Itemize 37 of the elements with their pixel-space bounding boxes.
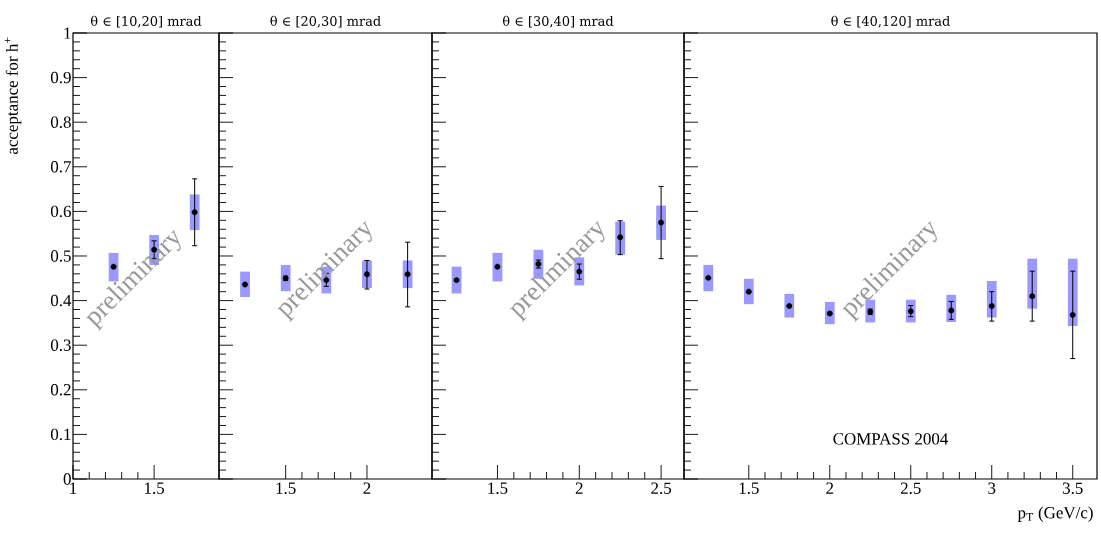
point [191, 209, 198, 216]
y-tick-label: 0.8 [50, 116, 71, 128]
y-tick-label: 0.7 [50, 161, 71, 173]
point [617, 234, 624, 241]
point [1029, 293, 1036, 300]
x-tick-label: 3.5 [1062, 482, 1083, 494]
x-tick-label: 2 [575, 482, 583, 494]
point [404, 271, 411, 278]
chart-title: θ ∈ [10,20] mrad [90, 15, 202, 28]
point [658, 219, 664, 226]
y-tick-label: 0.2 [50, 384, 71, 396]
y-tick-label: 0 [63, 473, 71, 485]
point [948, 307, 955, 314]
x-tick-label: 1.5 [488, 482, 508, 494]
chart-title: θ ∈ [40,120] mrad [831, 15, 950, 28]
y-tick-label: 0.1 [50, 428, 71, 441]
y-tick-label: 1 [64, 27, 71, 39]
y-tick-label: 0.5 [50, 250, 71, 262]
point [1069, 311, 1076, 318]
x-tick-label: 2.5 [900, 482, 921, 494]
y-axis-title: acceptance for h$^{+}$ [4, 37, 22, 155]
x-tick-label: 1.5 [276, 482, 296, 494]
annotation: COMPASS 2004 [833, 433, 949, 445]
x-tick-label: 2 [826, 482, 834, 494]
y-tick-label: 0.6 [50, 205, 71, 218]
y-tick-label: 0.9 [50, 71, 71, 84]
x-tick-label: 3 [988, 482, 996, 494]
x-tick-label: 1.5 [739, 482, 759, 494]
x-axis-title: p$_{T}$ (GeV/c) [1017, 506, 1093, 522]
chart-title: θ ∈ [30,40] mrad [502, 15, 614, 28]
point [988, 303, 995, 309]
y-tick-label: 0.3 [50, 339, 71, 351]
x-tick-label: 2.5 [651, 482, 672, 494]
x-tick-label: 1.5 [145, 482, 165, 494]
x-tick-label: 2 [363, 482, 371, 494]
chart-title: θ ∈ [20,30] mrad [270, 15, 381, 28]
y-tick-label: 0.4 [50, 294, 72, 307]
